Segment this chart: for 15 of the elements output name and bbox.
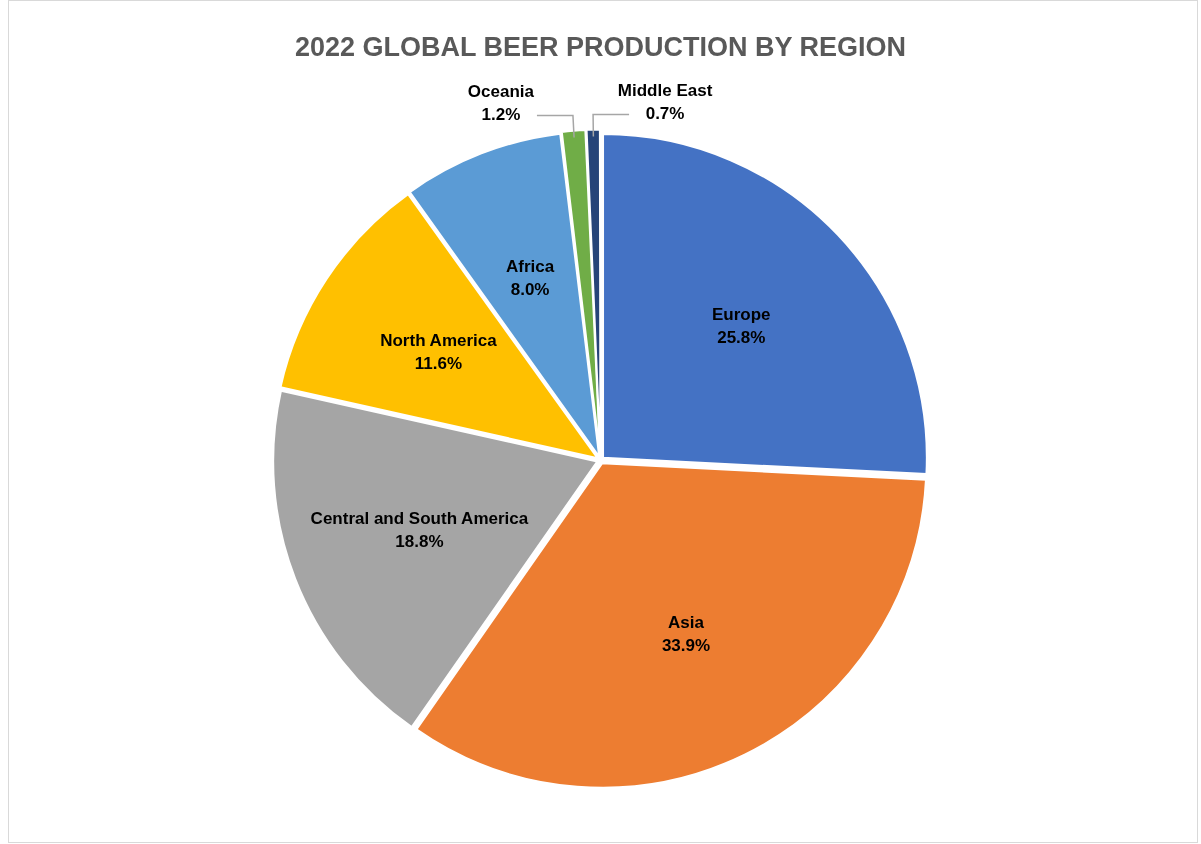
data-label: 11.6% [414,354,463,374]
slice-label: Central and South America [310,508,529,528]
slice-label: Oceania [467,81,535,101]
data-label: 33.9% [661,635,711,655]
slice-label: North America [380,331,498,351]
slice-label: Middle East [617,80,713,100]
slice-label: Africa [506,257,555,277]
data-label: 18.8% [395,531,444,551]
data-label: 25.8% [717,327,766,347]
slice-label: Europe [712,304,771,324]
chart-title: 2022 GLOBAL BEER PRODUCTION BY REGION [294,31,907,62]
data-label: 1.2% [481,104,521,124]
data-label: 0.7% [645,103,685,123]
data-label: 8.0% [510,280,550,300]
slice-label: Asia [668,612,705,632]
